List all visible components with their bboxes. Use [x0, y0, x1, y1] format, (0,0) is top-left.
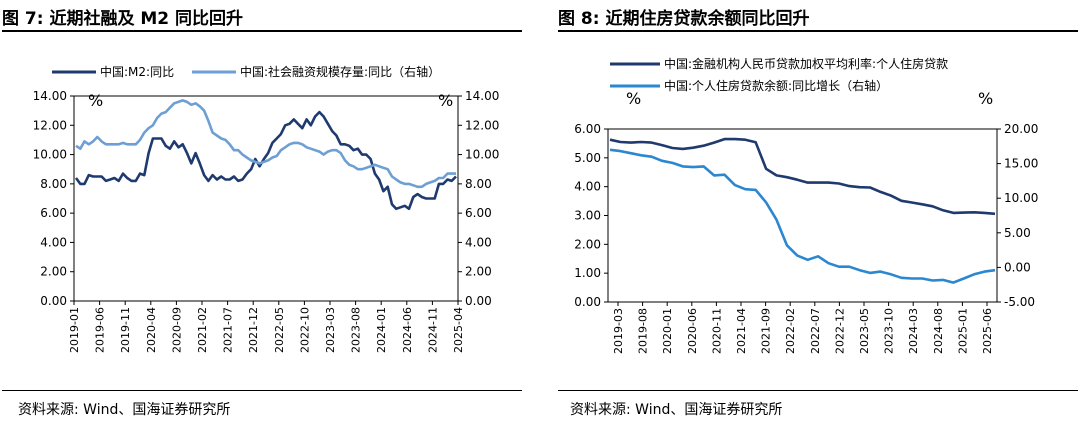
left-chart: 中国:M2:同比 中国:社会融资规模存量:同比（右轴） 0.00 2.00 4.00…	[33, 64, 500, 353]
right-left-tick-label: 1.00	[574, 266, 601, 280]
left-x-tick-label: 2019-11	[119, 307, 132, 353]
left-right-tick-label: 2.00	[465, 265, 492, 279]
right-legend-label-1: 中国:个人住房贷款余额:同比增长（右轴）	[664, 78, 888, 93]
right-right-tick-label: -5.00	[1004, 295, 1035, 309]
left-x-tick-label: 2020-04	[145, 307, 158, 353]
right-x-tick-label: 2020-11	[710, 308, 723, 354]
left-right-tick-label: 6.00	[465, 206, 492, 220]
left-left-tick-label: 4.00	[40, 235, 67, 249]
right-right-tick-label: 15.00	[1004, 157, 1038, 171]
left-plot-frame	[73, 95, 459, 302]
right-x-tick-label: 2024-03	[907, 308, 920, 354]
right-left-tick-label: 0.00	[574, 295, 601, 309]
left-left-tick-label: 0.00	[40, 294, 67, 308]
right-left-tick-label: 4.00	[574, 180, 601, 194]
right-x-tick-label: 2025-01	[956, 308, 969, 354]
right-x-tick-label: 2022-07	[809, 308, 822, 354]
left-right-tick-label: 8.00	[465, 177, 492, 191]
left-x-tick-label: 2024-01	[375, 307, 388, 353]
left-legend: 中国:M2:同比 中国:社会融资规模存量:同比（右轴）	[52, 64, 440, 79]
left-left-tick-label: 2.00	[40, 265, 67, 279]
right-right-tick-label: 20.00	[1004, 122, 1038, 136]
right-x-tick-label: 2023-10	[883, 308, 896, 354]
right-right-tick-label: 5.00	[1004, 226, 1031, 240]
left-x-tick-label: 2024-06	[401, 307, 414, 353]
right-x-tick-label: 2024-08	[932, 308, 945, 354]
left-legend-label-0: 中国:M2:同比	[100, 64, 174, 79]
right-x-tick-label: 2022-02	[784, 308, 797, 354]
right-legend-label-0: 中国:金融机构人民币贷款加权平均利率:个人住房贷款	[664, 56, 948, 71]
left-x-tick-label: 2021-02	[196, 307, 209, 353]
left-x-tick-label: 2020-09	[170, 307, 183, 353]
left-left-unit-label: %	[88, 91, 103, 110]
right-series-line-1	[609, 148, 996, 284]
left-right-unit-label: %	[438, 91, 453, 110]
right-x-tick-label: 2022-12	[833, 308, 846, 354]
right-right-unit-label: %	[978, 89, 993, 108]
left-series-line-0	[74, 110, 457, 211]
left-figure-title: 图 7: 近期社融及 M2 同比回升	[2, 9, 244, 29]
left-left-tick-label: 6.00	[40, 206, 67, 220]
right-series-line-0	[609, 137, 996, 216]
right-legend: 中国:金融机构人民币贷款加权平均利率:个人住房贷款 中国:个人住房贷款余额:同比…	[610, 56, 948, 93]
right-left-tick-label: 3.00	[574, 209, 601, 223]
left-x-tick-label: 2023-03	[324, 307, 337, 353]
right-left-tick-label: 2.00	[574, 237, 601, 251]
left-x-tick-label: 2019-06	[94, 307, 107, 353]
right-x-tick-label: 2025-06	[981, 308, 994, 354]
right-x-tick-label: 2019-08	[637, 308, 650, 354]
right-left-tick-label: 6.00	[574, 122, 601, 136]
right-left-unit-label: %	[626, 89, 641, 108]
left-bottom-rule	[2, 390, 522, 391]
left-left-tick-label: 8.00	[40, 177, 67, 191]
right-x-tick-label: 2019-03	[612, 308, 625, 354]
left-left-tick-label: 10.00	[33, 148, 67, 162]
left-x-tick-label: 2019-01	[68, 307, 81, 353]
right-plot-frame	[607, 128, 998, 303]
left-right-tick-label: 0.00	[465, 294, 492, 308]
left-x-tick-label: 2021-07	[222, 307, 235, 353]
right-source-note: 资料来源: Wind、国海证券研究所	[570, 402, 783, 418]
right-x-tick-label: 2020-06	[686, 308, 699, 354]
right-chart: 中国:金融机构人民币贷款加权平均利率:个人住房贷款 中国:个人住房贷款余额:同比…	[574, 56, 1038, 354]
left-x-tick-label: 2025-04	[452, 307, 465, 353]
left-series-line-1	[75, 99, 456, 189]
right-x-tick-label: 2023-05	[858, 308, 871, 354]
right-top-rule	[558, 30, 1078, 32]
right-x-tick-label: 2021-09	[760, 308, 773, 354]
right-right-tick-label: 0.00	[1004, 260, 1031, 274]
left-x-tick-label: 2022-10	[298, 307, 311, 353]
right-bottom-rule	[558, 390, 1078, 391]
left-right-tick-label: 10.00	[465, 148, 499, 162]
left-source-note: 资料来源: Wind、国海证券研究所	[18, 402, 231, 418]
left-top-rule	[2, 30, 522, 32]
left-right-tick-label: 4.00	[465, 235, 492, 249]
left-x-tick-label: 2022-05	[273, 307, 286, 353]
right-right-tick-label: 10.00	[1004, 191, 1038, 205]
left-left-tick-label: 12.00	[33, 118, 67, 132]
right-figure-title: 图 8: 近期住房贷款余额同比回升	[558, 9, 810, 29]
right-x-tick-label: 2021-04	[735, 308, 748, 354]
right-left-tick-label: 5.00	[574, 151, 601, 165]
left-x-tick-label: 2021-12	[247, 307, 260, 353]
left-x-tick-label: 2024-11	[426, 307, 439, 353]
left-right-tick-label: 12.00	[465, 118, 499, 132]
left-legend-label-1: 中国:社会融资规模存量:同比（右轴）	[240, 64, 440, 79]
right-x-tick-label: 2020-01	[661, 308, 674, 354]
left-left-tick-label: 14.00	[33, 89, 67, 103]
left-x-tick-label: 2023-08	[350, 307, 363, 353]
left-right-tick-label: 14.00	[465, 89, 499, 103]
